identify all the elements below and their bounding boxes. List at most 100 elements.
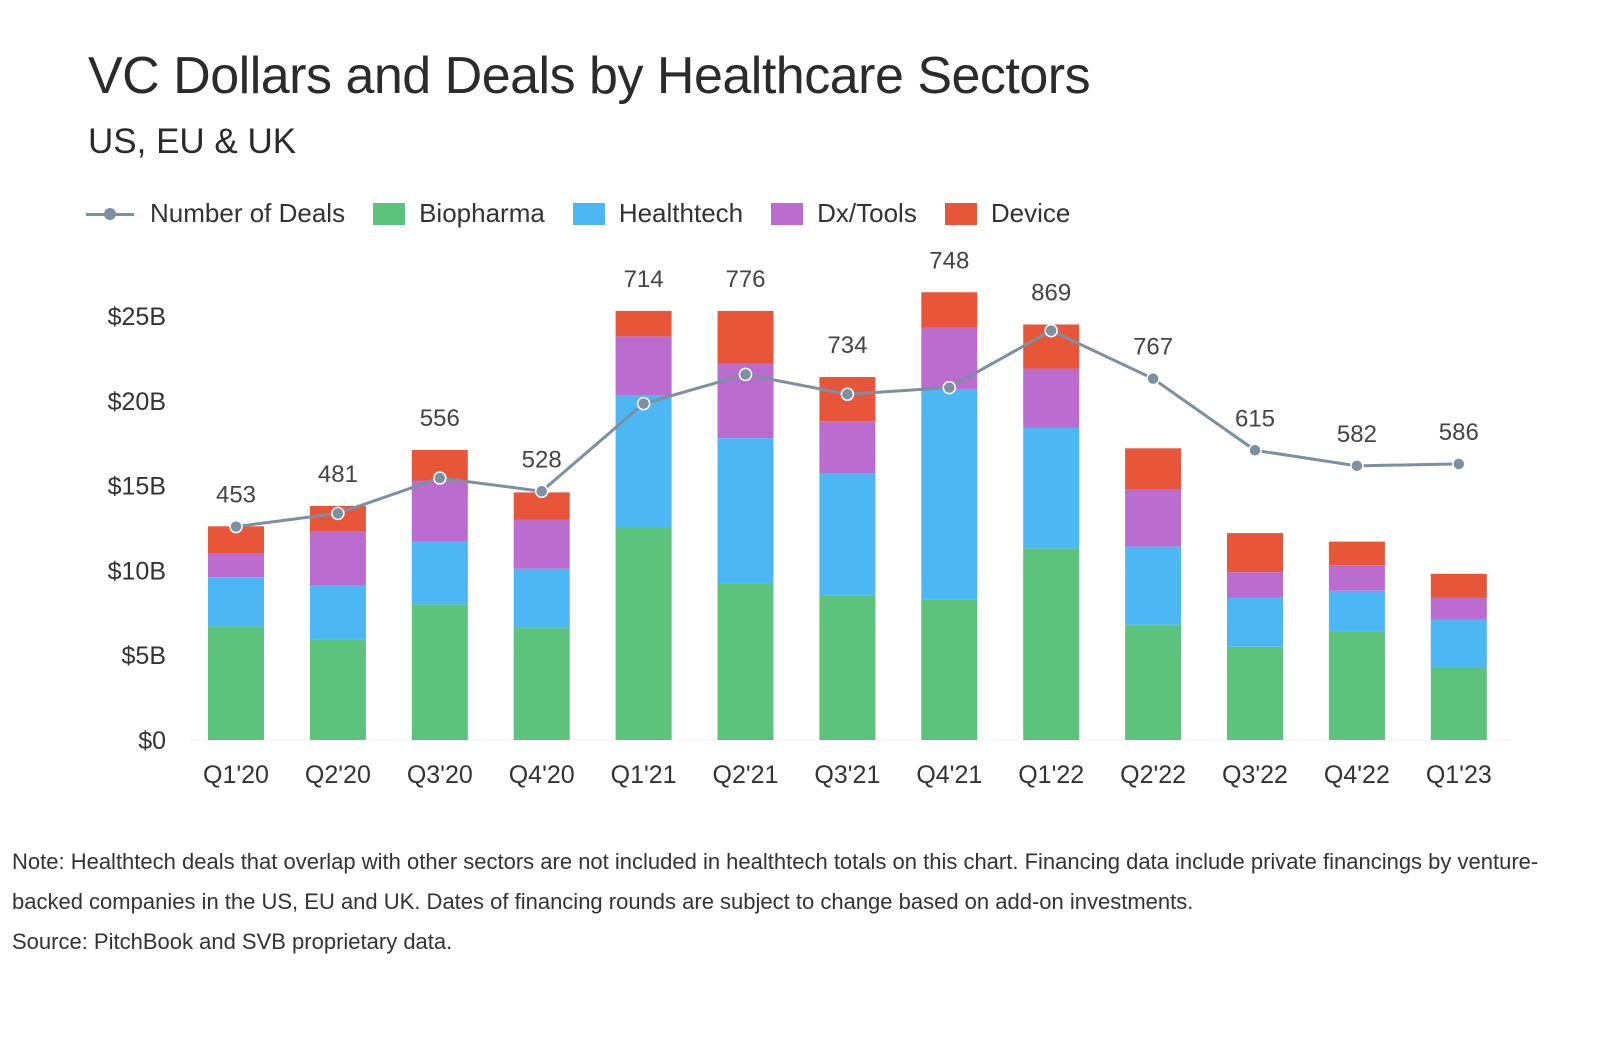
x-tick-label: Q3'21 <box>814 761 880 789</box>
bar-device-7 <box>921 292 978 328</box>
x-tick-label: Q1'22 <box>1018 761 1084 789</box>
bar-dx-tools-4 <box>615 336 672 396</box>
deals-data-label: 481 <box>318 461 358 488</box>
bar-dx-tools-11 <box>1328 565 1385 591</box>
x-tick-label: Q4'22 <box>1324 761 1390 789</box>
bar-dx-tools-7 <box>921 327 978 389</box>
deals-data-label: 528 <box>522 446 562 473</box>
x-tick-label: Q3'22 <box>1222 761 1288 789</box>
legend-label: Number of Deals <box>150 198 346 228</box>
legend-item-biopharma: Biopharma <box>373 198 545 229</box>
bar-biopharma-1 <box>309 639 366 740</box>
chart-plot: $0 $5B $10B $15B $20B $25B Q1'20 Q2'20 Q3'20 Q4'2… <box>108 247 1510 789</box>
bar-dx-tools-0 <box>208 553 264 578</box>
y-tick-label: $20B <box>108 388 166 416</box>
bar-biopharma-3 <box>513 628 570 740</box>
deals-point-12 <box>1452 457 1466 471</box>
y-tick-label: $25B <box>108 303 166 331</box>
bar-dx-tools-2 <box>411 480 468 542</box>
bar-dx-tools-8 <box>1023 368 1080 428</box>
x-tick-label: Q2'21 <box>713 761 779 789</box>
legend-item-healthtech: Healthtech <box>572 198 744 229</box>
bar-healthtech-12 <box>1430 619 1487 668</box>
deals-point-5 <box>738 367 753 382</box>
bar-biopharma-5 <box>717 583 774 740</box>
bar-biopharma-7 <box>921 599 978 740</box>
bar-biopharma-0 <box>208 626 264 740</box>
x-tick-label: Q1'23 <box>1426 761 1492 789</box>
deals-point-10 <box>1248 443 1262 458</box>
deals-data-label: 453 <box>216 481 256 508</box>
source-text: Source: PitchBook and SVB proprietary da… <box>12 929 453 954</box>
bar-healthtech-2 <box>411 541 468 605</box>
bar-biopharma-8 <box>1023 548 1080 740</box>
bar-biopharma-12 <box>1430 667 1487 740</box>
y-tick-label: $0 <box>138 727 166 755</box>
legend: Number of Deals Biopharma Healthtech Dx/… <box>86 198 1098 229</box>
bar-device-9 <box>1125 448 1182 489</box>
deals-point-3 <box>534 484 549 499</box>
chart-subtitle: US, EU & UK <box>88 122 297 161</box>
bar-dx-tools-10 <box>1227 572 1283 598</box>
legend-swatch <box>771 202 804 225</box>
deals-point-6 <box>840 387 855 401</box>
bar-device-10 <box>1227 533 1283 573</box>
legend-label: Device <box>990 198 1071 228</box>
x-tick-label: Q2'22 <box>1120 761 1186 789</box>
bar-dx-tools-6 <box>819 421 876 474</box>
note-text: Note: Healthtech deals that overlap with… <box>12 849 1539 914</box>
legend-swatch <box>373 202 406 225</box>
y-tick-label: $10B <box>108 557 166 585</box>
deals-data-label: 869 <box>1031 279 1071 306</box>
bar-biopharma-6 <box>819 595 876 740</box>
bar-dx-tools-9 <box>1125 488 1182 547</box>
bar-device-12 <box>1430 573 1487 598</box>
deals-point-9 <box>1146 371 1160 386</box>
bar-healthtech-7 <box>921 388 978 600</box>
bar-healthtech-0 <box>208 577 264 627</box>
x-tick-label: Q1'20 <box>203 761 269 789</box>
deals-data-label: 776 <box>725 266 765 293</box>
deals-data-label: 748 <box>929 247 969 274</box>
bar-biopharma-11 <box>1328 631 1385 740</box>
bar-dx-tools-3 <box>513 519 570 569</box>
legend-label: Biopharma <box>419 198 545 228</box>
deals-point-4 <box>636 396 651 411</box>
bar-device-5 <box>717 310 774 364</box>
bar-healthtech-3 <box>513 568 570 629</box>
bar-healthtech-1 <box>309 585 366 640</box>
bar-healthtech-8 <box>1023 427 1080 549</box>
bar-device-11 <box>1328 541 1385 566</box>
bar-healthtech-10 <box>1227 597 1283 647</box>
bar-healthtech-6 <box>819 473 876 596</box>
bar-healthtech-5 <box>717 438 774 584</box>
bar-healthtech-4 <box>615 395 672 528</box>
x-tick-label: Q4'21 <box>916 761 982 789</box>
bar-device-4 <box>615 310 672 337</box>
legend-swatch <box>572 202 605 225</box>
bar-healthtech-11 <box>1328 590 1385 632</box>
deals-point-1 <box>331 506 345 521</box>
deals-point-11 <box>1350 459 1364 473</box>
deals-data-label: 734 <box>827 332 867 359</box>
x-tick-label: Q4'20 <box>509 761 575 789</box>
bar-biopharma-2 <box>411 604 468 740</box>
deals-point-8 <box>1044 323 1058 338</box>
bar-biopharma-9 <box>1125 624 1182 740</box>
deals-data-label: 556 <box>420 405 460 432</box>
legend-label: Dx/Tools <box>817 198 917 228</box>
legend-item-deals: Number of Deals <box>86 198 345 229</box>
y-tick-label: $5B <box>122 642 166 670</box>
bar-dx-tools-12 <box>1430 597 1487 620</box>
deals-point-7 <box>942 380 957 395</box>
deals-point-0 <box>229 519 243 534</box>
bar-biopharma-10 <box>1227 646 1283 740</box>
chart-title: VC Dollars and Deals by Healthcare Secto… <box>88 47 1091 105</box>
legend-swatch <box>944 202 977 225</box>
legend-label: Healthtech <box>618 198 744 228</box>
deals-point-2 <box>433 471 447 485</box>
deals-data-label: 767 <box>1133 334 1173 361</box>
deals-data-label: 586 <box>1439 419 1479 446</box>
x-tick-label: Q3'20 <box>407 761 473 789</box>
bar-dx-tools-1 <box>309 531 366 586</box>
